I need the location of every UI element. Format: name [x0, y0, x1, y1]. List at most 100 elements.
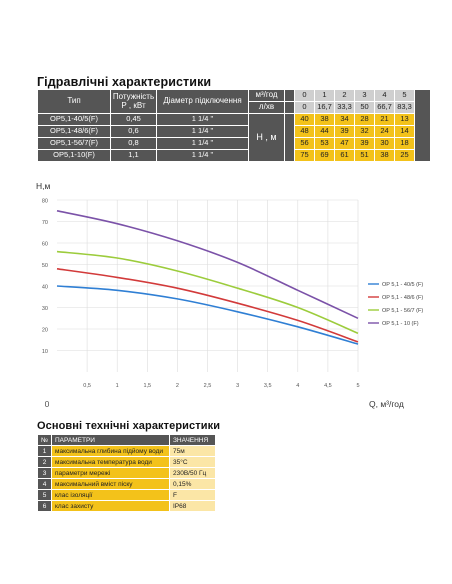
legend-label: OP 5,1 - 40/5 (F) [382, 282, 423, 288]
specs-header-value: ЗНАЧЕННЯ [169, 434, 216, 446]
header-diameter: Діаметр підключення [156, 89, 249, 114]
x-tick-label: 0 [45, 399, 50, 409]
head-cell: 47 [334, 137, 355, 150]
head-cell: 61 [334, 149, 355, 162]
spec-param: клас ізоляції [51, 489, 170, 501]
row-diameter: 1 1/4 " [156, 137, 249, 150]
chart-ticks: 10 20 30 40 50 60 70 80 0 0,5 1 1,5 2 2,5 3 3,5 4 4,5 5 [42, 199, 360, 410]
head-cell: 56 [294, 137, 315, 150]
row-power: 0,8 [110, 137, 157, 150]
x-tick-label: 1 [116, 383, 119, 389]
x-axis-label: Q, м³/год [369, 399, 404, 409]
flow-m3-cell: 4 [374, 89, 395, 102]
head-cell: 13 [394, 113, 415, 126]
x-tick-label: 3,5 [264, 383, 272, 389]
x-tick-label: 4,5 [324, 383, 332, 389]
flow-l-cell: 16,7 [314, 101, 335, 114]
table-row: OP5,1-40/5(F) 0,45 1 1/4 " Н , м 40 38 3… [37, 113, 431, 162]
flow-l-cell: 66,7 [374, 101, 395, 114]
spec-value: 35°C [169, 456, 216, 468]
head-cell: 40 [294, 113, 315, 126]
flow-m3-cell: 0 [294, 89, 315, 102]
spec-num: 3 [37, 467, 52, 479]
spec-value: F [169, 489, 216, 501]
chart-legend: OP 5,1 - 40/5 (F) OP 5,1 - 48/6 (F) OP 5,1… [368, 282, 423, 327]
spec-num: 2 [37, 456, 52, 468]
head-cell: 69 [314, 149, 335, 162]
legend-label: OP 5,1 - 10 (F) [382, 321, 419, 327]
series-line-1 [56, 285, 359, 345]
specs-title: Основні технічні характеристики [37, 420, 221, 432]
row-diameter: 1 1/4 " [156, 113, 249, 126]
legend-label: OP 5,1 - 48/6 (F) [382, 295, 423, 301]
spec-num: 6 [37, 500, 52, 512]
y-axis-label: Н,м [36, 181, 51, 191]
y-tick-label: 40 [42, 285, 48, 291]
x-tick-label: 2,5 [204, 383, 212, 389]
head-cell: 24 [374, 125, 395, 138]
flow-m3-cell: 2 [334, 89, 355, 102]
chart-grid [57, 199, 359, 372]
x-tick-label: 2 [176, 383, 179, 389]
specs-header-param: ПАРАМЕТРИ [51, 434, 170, 446]
header-flow-l: л/хв [248, 101, 285, 114]
side-stripe [414, 89, 431, 162]
table-row: 3 параметри мережі 230В/50 Гц [37, 467, 216, 479]
head-cell: 39 [334, 125, 355, 138]
y-tick-label: 30 [42, 306, 48, 312]
x-tick-label: 0,5 [83, 383, 91, 389]
head-cell: 18 [394, 137, 415, 150]
table-row: 6 клас захисту IP68 [37, 500, 216, 512]
specs-header-num: № [37, 434, 52, 446]
spec-param: максимальний вміст піску [51, 478, 170, 490]
header-type: Тип [37, 89, 111, 114]
specs-table: № ПАРАМЕТРИ ЗНАЧЕННЯ 1 максимальна глиби… [37, 434, 216, 512]
head-cell: 38 [374, 149, 395, 162]
table-row: OP5,1-10(F) 1,1 1 1/4 " 75 69 61 51 38 2… [37, 149, 431, 162]
flow-l-cell: 83,3 [394, 101, 415, 114]
table-row: 1 максимальна глибина підйому води 75м [37, 445, 216, 457]
spec-num: 5 [37, 489, 52, 501]
head-cell: 30 [374, 137, 395, 150]
specs-header-row: № ПАРАМЕТРИ ЗНАЧЕННЯ [37, 434, 216, 446]
legend-label: OP 5,1 - 56/7 (F) [382, 308, 423, 314]
head-cell: 53 [314, 137, 335, 150]
flow-m3-cell: 3 [354, 89, 375, 102]
head-cell: 48 [294, 125, 315, 138]
spacer-cell [284, 89, 295, 102]
spec-param: максимальна глибина підйому води [51, 445, 170, 457]
spec-value: 230В/50 Гц [169, 467, 216, 479]
flow-l-cell: 0 [294, 101, 315, 114]
head-cell: 39 [354, 137, 375, 150]
head-cell: 21 [374, 113, 395, 126]
spec-param: клас захисту [51, 500, 170, 512]
spacer-cell [284, 113, 295, 162]
y-tick-label: 70 [42, 220, 48, 226]
row-power: 1,1 [110, 149, 157, 162]
spec-value: 75м [169, 445, 216, 457]
head-cell: 32 [354, 125, 375, 138]
series-line-3 [56, 250, 359, 335]
chart-series [56, 210, 359, 345]
head-cell: 38 [314, 113, 335, 126]
row-power: 0,45 [110, 113, 157, 126]
flow-l-cell: 50 [354, 101, 375, 114]
row-diameter: 1 1/4 " [156, 149, 249, 162]
flow-m3-cell: 5 [394, 89, 415, 102]
spec-num: 4 [37, 478, 52, 490]
table-row: OP5,1-56/7(F) 0,8 1 1/4 " 56 53 47 39 30… [37, 137, 431, 150]
head-cell: 75 [294, 149, 315, 162]
x-tick-label: 5 [356, 383, 359, 389]
flow-l-cell: 33,3 [334, 101, 355, 114]
flow-m3-cell: 1 [314, 89, 335, 102]
header-head: Н , м [248, 113, 285, 162]
head-cell: 34 [334, 113, 355, 126]
head-cell: 51 [354, 149, 375, 162]
head-cell: 28 [354, 113, 375, 126]
row-power: 0,6 [110, 125, 157, 138]
x-tick-label: 1,5 [143, 383, 151, 389]
pump-curve-chart: 10 20 30 40 50 60 70 80 0 0,5 1 1,5 2 2,5 3 3,5 4 4,5 5 OP… [36, 181, 423, 410]
y-tick-label: 80 [42, 199, 48, 205]
row-type: OP5,1-40/5(F) [37, 113, 111, 126]
y-tick-label: 60 [42, 242, 48, 248]
